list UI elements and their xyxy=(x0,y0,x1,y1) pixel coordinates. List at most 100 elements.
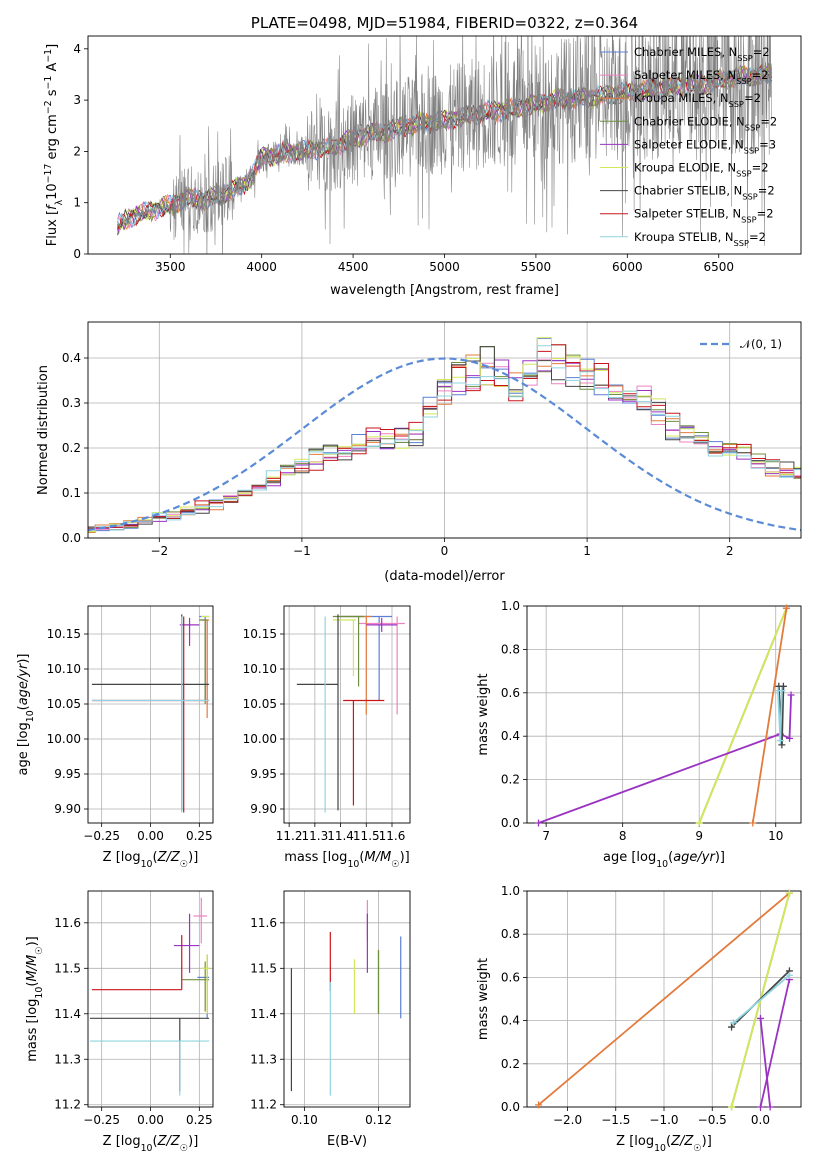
y-tick-label: 1.0 xyxy=(501,884,520,898)
x-tick-label: −1.0 xyxy=(649,1113,678,1127)
label-part: Z/Z xyxy=(157,850,181,865)
label-part: mass [log xyxy=(25,999,40,1062)
x-tick-label: −0.5 xyxy=(698,1113,727,1127)
weight-line-0 xyxy=(538,892,790,1106)
label-part: ( xyxy=(666,1134,671,1149)
y-tick-label: 10.10 xyxy=(243,662,277,676)
y-axis-label: Normed distribution xyxy=(36,365,51,495)
y-tick-label: 0.4 xyxy=(501,729,520,743)
x-tick-label: 2 xyxy=(726,544,734,558)
data-point-2 xyxy=(203,954,210,1014)
x-tick-label: 1 xyxy=(583,544,591,558)
label-part: Salpeter MILES, N xyxy=(634,68,736,82)
label-part: Salpeter ELODIE, N xyxy=(634,137,744,151)
weight-marker xyxy=(728,1103,736,1111)
label-part: ( xyxy=(153,850,158,865)
x-tick-label: 0.0 xyxy=(751,1113,770,1127)
x-tick-label: 0.12 xyxy=(365,1113,392,1127)
y-tick-label: 10.00 xyxy=(47,732,81,746)
y-tick-label: 11.5 xyxy=(54,961,81,975)
weight-marker xyxy=(534,819,542,827)
y-tick-label: 11.2 xyxy=(250,1098,277,1112)
x-tick-label: −2 xyxy=(150,544,168,558)
label-part: =2 xyxy=(752,68,769,82)
axes-frame xyxy=(283,605,411,824)
weight-marker xyxy=(782,604,790,612)
model-spectrum-4 xyxy=(116,64,773,236)
label-part: ☉ xyxy=(180,859,188,870)
x-tick-label: 11.3 xyxy=(301,829,328,843)
data-point-4 xyxy=(173,913,200,973)
chart-weight_vs_Z: −2.0 −1.5 −1.0 −0.5 0.0 0.0 0.2 0.4 0.6 0.8 1.0 Z [… xyxy=(476,884,802,1154)
y-tick-label: 0.6 xyxy=(501,686,520,700)
label-part: SSP xyxy=(745,122,760,132)
label-part: ( xyxy=(16,705,31,710)
plot-area xyxy=(88,337,801,533)
label-part: SSP xyxy=(736,76,751,86)
legend-entry: Kroupa ELODIE, NSSP=2 xyxy=(634,161,769,179)
data-point-3 xyxy=(181,961,210,1012)
label-part: mass [log xyxy=(284,850,347,865)
weight-marker xyxy=(756,1014,764,1022)
label-part: =2 xyxy=(760,114,777,128)
gaussian-curve xyxy=(88,357,801,532)
x-tick-label: −0.25 xyxy=(83,829,120,843)
weight-line-2 xyxy=(538,694,792,824)
y-tick-label: 0.1 xyxy=(62,486,81,500)
x-axis-label: Z [log10(Z/Z☉)] xyxy=(103,1134,199,1154)
weight-marker xyxy=(778,741,786,749)
label-part: SSP xyxy=(741,215,756,225)
label-part: )] xyxy=(25,936,40,946)
model-spectrum-8 xyxy=(116,66,772,227)
y-tick-label: 11.4 xyxy=(250,1007,277,1021)
y-tick-label: 9.95 xyxy=(250,767,277,781)
y-tick-label: 11.3 xyxy=(250,1052,277,1066)
y-tick-label: 10.15 xyxy=(243,627,277,641)
label-part: Flux [ xyxy=(45,210,60,246)
label-part: M/M xyxy=(25,955,40,982)
label-part: SSP xyxy=(734,238,749,248)
y-tick-label: 10.10 xyxy=(47,662,81,676)
label-part: age [log xyxy=(603,850,656,865)
data-point-4 xyxy=(179,617,200,646)
label-part: A xyxy=(45,63,60,76)
y-tick-label: 0.2 xyxy=(62,441,81,455)
x-axis-label: wavelength [Angstrom, rest frame] xyxy=(330,283,559,298)
label-part: ( xyxy=(25,982,40,987)
label-part: ☉ xyxy=(693,1143,701,1154)
plot-area xyxy=(296,614,405,813)
y-tick-label: 0.8 xyxy=(501,642,520,656)
data-point-6 xyxy=(296,614,339,811)
weight-marker xyxy=(728,1023,736,1031)
weight-marker xyxy=(695,819,703,827)
x-tick-label: 0.10 xyxy=(291,1113,318,1127)
model-spectrum-5 xyxy=(117,63,773,231)
label-part: Chabrier ELODIE, N xyxy=(634,114,745,128)
label-part: )] xyxy=(715,850,725,865)
weight-marker xyxy=(535,1101,543,1109)
label-part: 10 xyxy=(141,1143,153,1154)
y-axis-label: age [log10(age/yr)] xyxy=(16,653,36,775)
label-part: =2 xyxy=(757,207,774,221)
label-part: age [log xyxy=(16,722,31,775)
x-tick-label: 11.6 xyxy=(379,829,406,843)
y-tick-label: 0.0 xyxy=(501,816,520,830)
y-tick-label: 10.15 xyxy=(47,627,81,641)
x-axis-label: age [log10(age/yr)] xyxy=(603,850,725,870)
y-tick-label: 3 xyxy=(73,93,81,107)
label-part: SSP xyxy=(736,169,751,179)
y-tick-label: 9.90 xyxy=(250,802,277,816)
x-tick-label: 11.4 xyxy=(327,829,354,843)
label-part: 10 xyxy=(141,859,153,870)
data-point-5 xyxy=(201,954,210,1014)
data-point-8 xyxy=(89,1040,210,1096)
weight-marker xyxy=(778,687,786,695)
y-tick-label: 1.0 xyxy=(501,599,520,613)
observed-spectrum xyxy=(117,36,772,254)
legend-entry: Chabrier STELIB, NSSP=2 xyxy=(634,184,775,202)
x-tick-label: 0.00 xyxy=(137,1113,164,1127)
x-axis-label: E(B-V) xyxy=(327,1134,367,1149)
y-tick-label: 11.6 xyxy=(250,916,277,930)
